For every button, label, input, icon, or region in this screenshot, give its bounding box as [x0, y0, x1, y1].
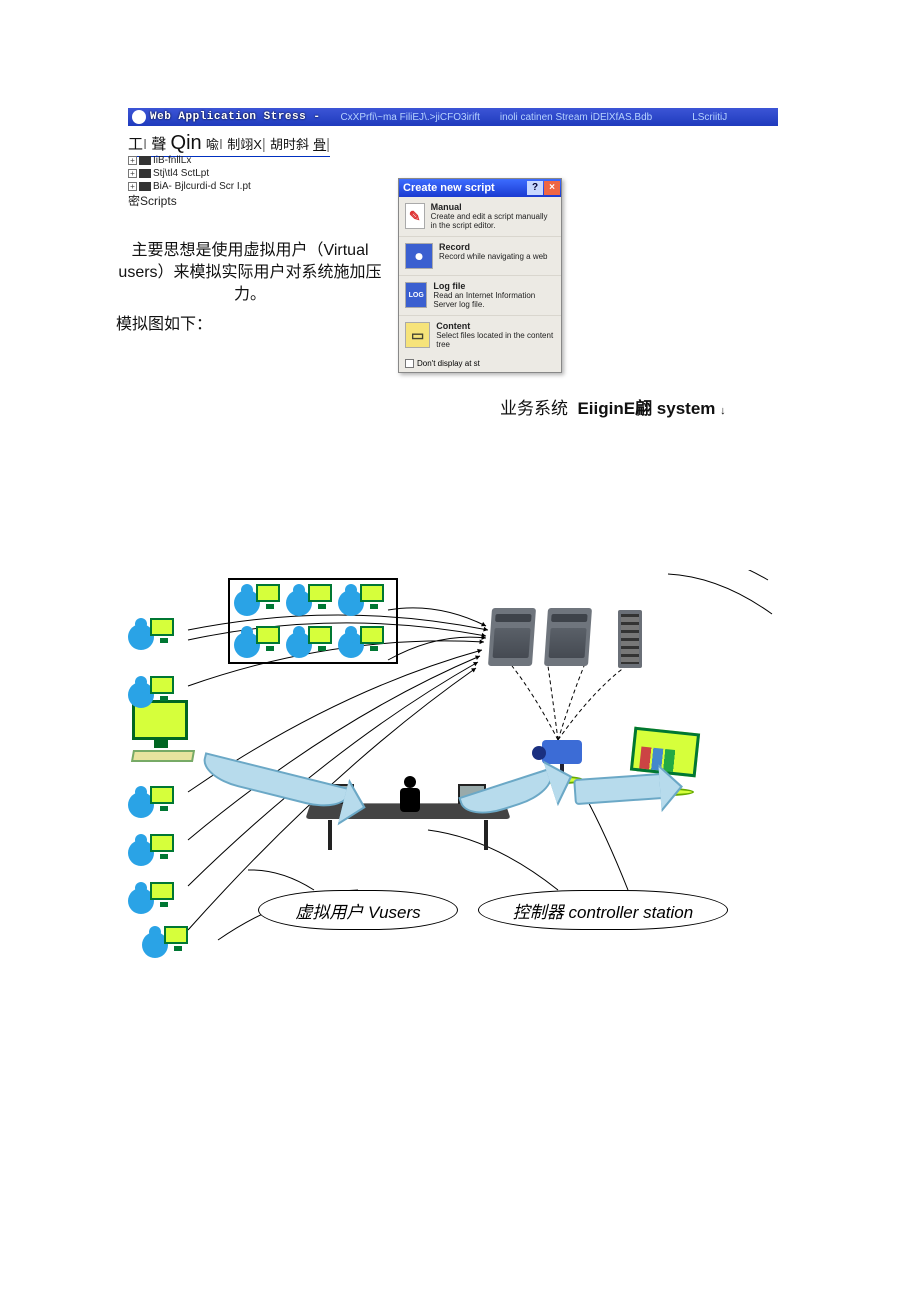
system-caption: 业务系统 EiiginE翩 system ↓	[500, 394, 726, 419]
expand-icon[interactable]: +	[128, 169, 137, 178]
dialog-title: Create new script	[403, 182, 495, 194]
titlebar-segment-3: LScriitiJ	[692, 112, 727, 123]
architecture-diagram: 虚拟用户 Vusers 控制器 controller station	[128, 570, 788, 970]
script-tree: + IiB-fnllLx + Stj\tl4 SctLpt + BiA- Bjl…	[128, 154, 251, 208]
menu-item[interactable]: 胡时斜	[270, 137, 309, 152]
create-script-dialog: Create new script ? × ✎ManualCreate and …	[398, 178, 562, 373]
tree-label: BiA- Bjlcurdi-d Scr I.pt	[153, 180, 251, 193]
vusers-label: 虚拟用户 Vusers	[295, 898, 420, 923]
caption-bold: EiiginE翩 system	[577, 399, 715, 418]
option-text: Log fileRead an Internet Information Ser…	[433, 282, 555, 309]
option-text: RecordRecord while navigating a web	[439, 243, 548, 269]
dialog-option[interactable]: ▭ContentSelect files located in the cont…	[399, 316, 561, 355]
vusers-label-bubble: 虚拟用户 Vusers	[258, 890, 458, 930]
vuser-icon	[234, 584, 280, 628]
vuser-icon	[128, 676, 174, 720]
vuser-icon	[286, 626, 332, 670]
server-icon	[488, 608, 536, 666]
menu-item[interactable]: Qin	[171, 132, 202, 154]
menu-item[interactable]: 喩	[206, 137, 219, 152]
option-text: ManualCreate and edit a script manually …	[431, 203, 555, 230]
tree-prefix: 密	[128, 194, 140, 208]
manual-icon: ✎	[405, 203, 425, 229]
vuser-icon	[286, 584, 332, 628]
tree-node[interactable]: + BiA- Bjlcurdi-d Scr I.pt	[128, 180, 251, 193]
dialog-option[interactable]: ✎ManualCreate and edit a script manually…	[399, 197, 561, 237]
script-icon	[139, 156, 151, 165]
menu-item[interactable]: 骨	[313, 137, 326, 152]
body-paragraph: 主要思想是使用虚拟用户（Virtual users）来模拟实际用户对系统施加压力…	[116, 240, 384, 306]
tree-node[interactable]: + IiB-fnllLx	[128, 154, 251, 167]
caption-prefix: 业务系统	[500, 399, 568, 418]
tree-label: Scripts	[140, 194, 177, 208]
dialog-option[interactable]: LOG Log fileRead an Internet Information …	[399, 276, 561, 316]
tree-node[interactable]: + Stj\tl4 SctLpt	[128, 167, 251, 180]
help-button[interactable]: ?	[527, 181, 543, 195]
tree-label: IiB-fnllLx	[153, 154, 191, 167]
dont-show-checkbox[interactable]	[405, 359, 414, 368]
log-icon: LOG	[405, 282, 427, 308]
controller-label: 控制器 controller station	[513, 898, 693, 923]
tree-label: Stj\tl4 SctLpt	[153, 167, 209, 180]
vuser-icon	[338, 626, 384, 670]
option-text: ContentSelect files located in the conte…	[436, 322, 555, 349]
script-icon	[139, 182, 151, 191]
dialog-footer: Don't display at st	[399, 355, 561, 372]
body-paragraph-2: 模拟图如下：	[116, 310, 212, 334]
close-button[interactable]: ×	[544, 181, 560, 195]
vuser-icon	[128, 618, 174, 662]
titlebar-segment-1: CxXPrfi\~ma FiliEJ\.>jiCFO3irift	[340, 112, 479, 123]
app-icon	[132, 110, 146, 124]
expand-icon[interactable]: +	[128, 182, 137, 191]
checkbox-label: Don't display at st	[417, 359, 480, 368]
controller-label-bubble: 控制器 controller station	[478, 890, 728, 930]
dialog-titlebar: Create new script ? ×	[399, 179, 561, 197]
record-icon: ⏺	[405, 243, 433, 269]
caption-suffix: ↓	[720, 405, 726, 417]
tree-node[interactable]: 密Scripts	[128, 195, 251, 208]
vuser-icon	[234, 626, 280, 670]
dialog-option[interactable]: ⏺RecordRecord while navigating a web	[399, 237, 561, 276]
menu-item[interactable]: 聲	[151, 136, 166, 153]
server-rack-icon	[618, 610, 642, 668]
expand-icon[interactable]: +	[128, 156, 137, 165]
vuser-icon	[128, 786, 174, 830]
menu-item[interactable]: 制翊X	[227, 137, 262, 152]
vuser-icon	[128, 834, 174, 878]
app-title: Web Application Stress -	[150, 111, 320, 123]
server-icon	[544, 608, 592, 666]
script-icon	[139, 169, 151, 178]
menu-item[interactable]: 工	[128, 136, 143, 153]
titlebar-segment-2: inoli catinen Stream iDElXfAS.Bdb	[500, 112, 652, 123]
content-icon: ▭	[405, 322, 430, 348]
vuser-icon	[142, 926, 188, 970]
app-titlebar: Web Application Stress - CxXPrfi\~ma Fil…	[128, 108, 778, 126]
vuser-icon	[338, 584, 384, 628]
vuser-icon	[128, 882, 174, 926]
